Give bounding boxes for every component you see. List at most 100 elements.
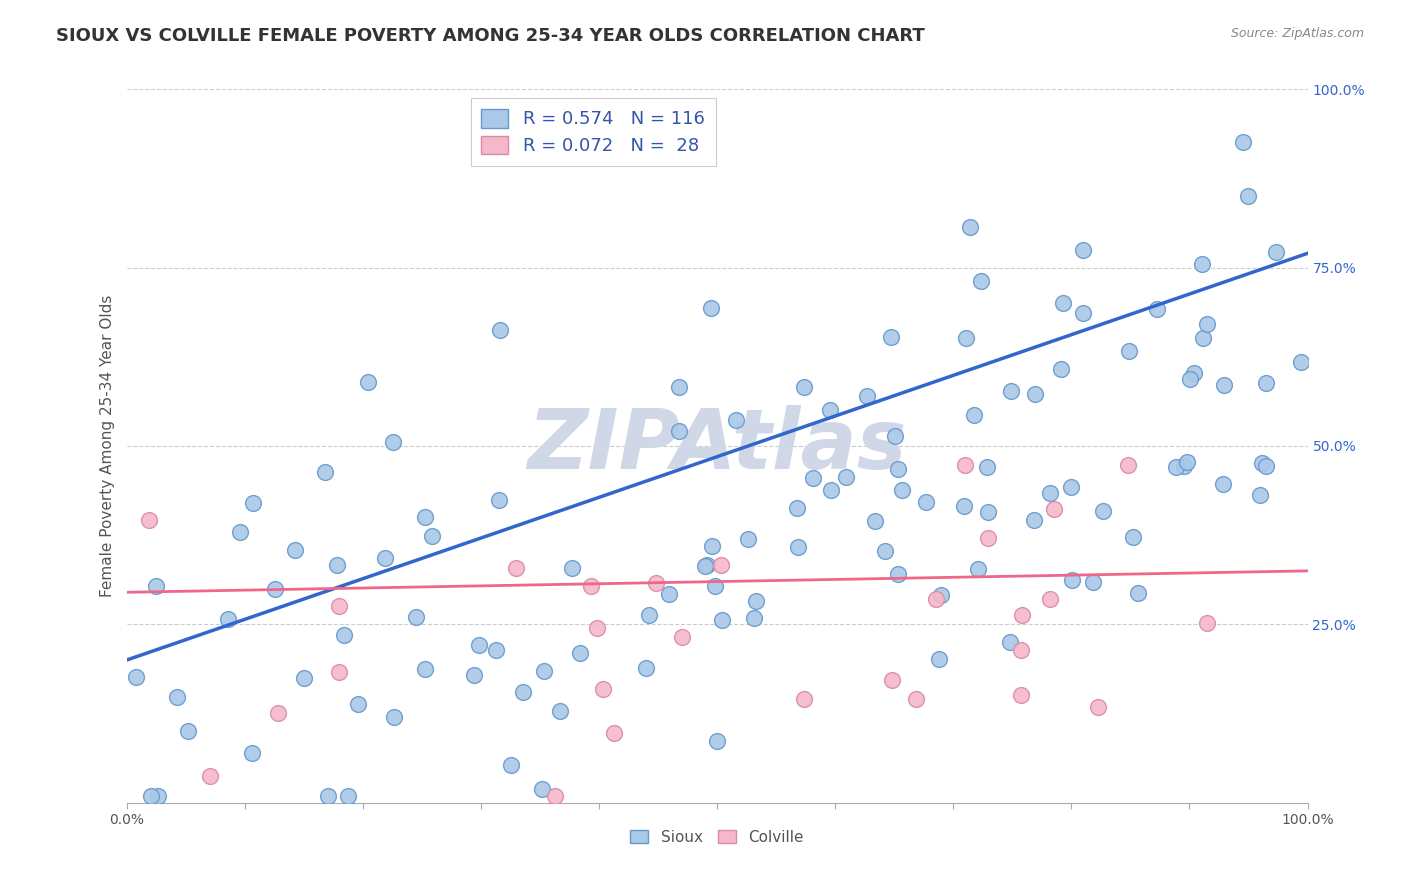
Point bbox=[803, 471, 825, 485]
Point bbox=[242, 496, 264, 510]
Text: ZIPAtlas: ZIPAtlas bbox=[527, 406, 907, 486]
Point bbox=[533, 664, 555, 678]
Point bbox=[420, 528, 443, 542]
Point bbox=[998, 635, 1021, 649]
Point bbox=[326, 558, 349, 573]
Point bbox=[880, 673, 903, 688]
Point bbox=[543, 789, 565, 803]
Point bbox=[668, 380, 690, 394]
Point bbox=[1178, 372, 1201, 386]
Point bbox=[668, 425, 690, 439]
Point bbox=[1175, 455, 1198, 469]
Point bbox=[1173, 458, 1195, 473]
Point bbox=[264, 582, 287, 596]
Point bbox=[382, 434, 405, 449]
Legend: Sioux, Colville: Sioux, Colville bbox=[623, 822, 811, 852]
Point bbox=[953, 499, 976, 513]
Point bbox=[1146, 301, 1168, 316]
Point bbox=[1039, 486, 1062, 500]
Point bbox=[561, 561, 583, 575]
Point bbox=[328, 665, 350, 679]
Point bbox=[499, 757, 522, 772]
Point bbox=[976, 459, 998, 474]
Point bbox=[485, 643, 508, 657]
Point bbox=[1254, 458, 1277, 473]
Point bbox=[820, 483, 842, 498]
Point bbox=[925, 591, 948, 606]
Point bbox=[1052, 296, 1074, 310]
Point bbox=[929, 589, 952, 603]
Point bbox=[217, 612, 239, 626]
Point bbox=[786, 500, 808, 515]
Point bbox=[1011, 607, 1033, 622]
Point bbox=[1039, 592, 1062, 607]
Point bbox=[488, 493, 510, 508]
Point bbox=[693, 558, 716, 573]
Text: Source: ZipAtlas.com: Source: ZipAtlas.com bbox=[1230, 27, 1364, 40]
Point bbox=[138, 513, 160, 527]
Point bbox=[240, 746, 263, 760]
Point bbox=[963, 408, 986, 422]
Point bbox=[198, 769, 221, 783]
Point bbox=[724, 413, 747, 427]
Point bbox=[346, 698, 368, 712]
Point bbox=[357, 375, 380, 389]
Point bbox=[1122, 530, 1144, 544]
Point bbox=[967, 561, 990, 575]
Point bbox=[737, 533, 759, 547]
Point bbox=[166, 690, 188, 704]
Point bbox=[887, 567, 910, 582]
Point bbox=[177, 724, 200, 739]
Point bbox=[530, 782, 553, 797]
Point bbox=[904, 692, 927, 706]
Point bbox=[318, 789, 340, 803]
Point bbox=[1250, 456, 1272, 470]
Point bbox=[148, 789, 170, 803]
Point bbox=[1191, 331, 1213, 345]
Point bbox=[1091, 504, 1114, 518]
Point bbox=[1289, 355, 1312, 369]
Point bbox=[328, 599, 350, 614]
Y-axis label: Female Poverty Among 25-34 Year Olds: Female Poverty Among 25-34 Year Olds bbox=[100, 295, 115, 597]
Point bbox=[977, 505, 1000, 519]
Point bbox=[374, 551, 396, 566]
Point bbox=[1000, 384, 1022, 398]
Point bbox=[512, 685, 534, 699]
Point bbox=[1024, 387, 1046, 401]
Point bbox=[706, 734, 728, 748]
Point bbox=[468, 638, 491, 652]
Point bbox=[579, 579, 602, 593]
Point bbox=[696, 558, 718, 573]
Text: SIOUX VS COLVILLE FEMALE POVERTY AMONG 25-34 YEAR OLDS CORRELATION CHART: SIOUX VS COLVILLE FEMALE POVERTY AMONG 2… bbox=[56, 27, 925, 45]
Point bbox=[1265, 244, 1288, 259]
Point bbox=[658, 587, 681, 601]
Point bbox=[700, 301, 723, 315]
Point bbox=[704, 579, 727, 593]
Point bbox=[463, 668, 485, 682]
Point bbox=[1213, 377, 1236, 392]
Point bbox=[1087, 700, 1109, 714]
Point bbox=[710, 558, 733, 572]
Point bbox=[1191, 257, 1213, 271]
Point bbox=[865, 514, 887, 528]
Point bbox=[700, 539, 723, 553]
Point bbox=[1118, 343, 1140, 358]
Point bbox=[550, 704, 572, 718]
Point bbox=[1195, 616, 1218, 631]
Point bbox=[586, 621, 609, 635]
Point bbox=[835, 470, 858, 484]
Point bbox=[145, 579, 167, 593]
Point bbox=[267, 706, 290, 721]
Point bbox=[786, 540, 808, 554]
Point bbox=[1073, 244, 1095, 258]
Point bbox=[1060, 480, 1083, 494]
Point bbox=[1116, 458, 1139, 473]
Point bbox=[332, 628, 354, 642]
Point bbox=[413, 510, 436, 524]
Point bbox=[1249, 487, 1271, 501]
Point bbox=[745, 593, 768, 607]
Point bbox=[928, 652, 950, 666]
Point bbox=[314, 466, 336, 480]
Point bbox=[284, 542, 307, 557]
Point bbox=[638, 607, 661, 622]
